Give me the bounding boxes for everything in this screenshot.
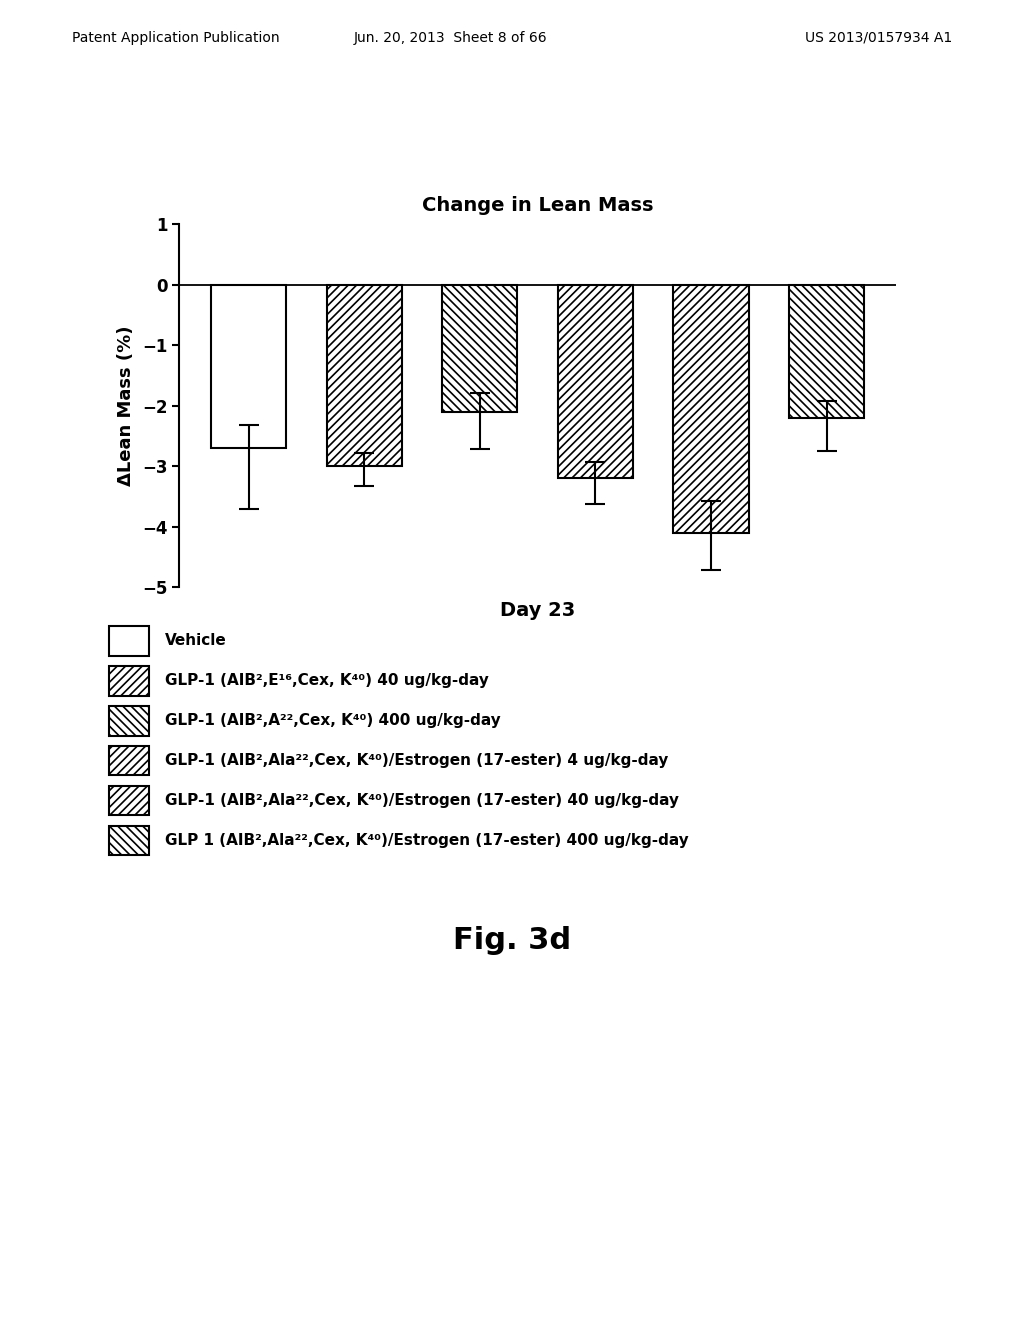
- Bar: [790, 285, 864, 418]
- Text: Vehicle: Vehicle: [166, 634, 227, 648]
- Bar: [110, 706, 150, 735]
- Text: GLP-1 (AIB²,Ala²²,Cex, K⁴⁰)/Estrogen (17-ester) 4 ug/kg-day: GLP-1 (AIB²,Ala²²,Cex, K⁴⁰)/Estrogen (17…: [166, 754, 669, 768]
- Bar: [327, 285, 401, 466]
- Text: GLP 1 (AIB²,Ala²²,Cex, K⁴⁰)/Estrogen (17-ester) 400 ug/kg-day: GLP 1 (AIB²,Ala²²,Cex, K⁴⁰)/Estrogen (17…: [166, 833, 689, 847]
- Bar: [110, 667, 150, 696]
- Text: GLP-1 (AIB²,A²²,Cex, K⁴⁰) 400 ug/kg-day: GLP-1 (AIB²,A²²,Cex, K⁴⁰) 400 ug/kg-day: [166, 713, 501, 729]
- Bar: [674, 285, 749, 533]
- Bar: [110, 746, 150, 775]
- Text: Fig. 3d: Fig. 3d: [453, 927, 571, 954]
- Text: GLP-1 (AIB²,E¹⁶,Cex, K⁴⁰) 40 ug/kg-day: GLP-1 (AIB²,E¹⁶,Cex, K⁴⁰) 40 ug/kg-day: [166, 673, 489, 689]
- Title: Change in Lean Mass: Change in Lean Mass: [422, 195, 653, 215]
- Bar: [110, 785, 150, 816]
- Bar: [110, 626, 150, 656]
- X-axis label: Day 23: Day 23: [500, 602, 575, 620]
- Y-axis label: ΔLean Mass (%): ΔLean Mass (%): [117, 326, 135, 486]
- Bar: [110, 826, 150, 855]
- Bar: [442, 285, 517, 412]
- Text: Patent Application Publication: Patent Application Publication: [72, 30, 280, 45]
- Text: GLP-1 (AIB²,Ala²²,Cex, K⁴⁰)/Estrogen (17-ester) 40 ug/kg-day: GLP-1 (AIB²,Ala²²,Cex, K⁴⁰)/Estrogen (17…: [166, 793, 679, 808]
- Bar: [558, 285, 633, 478]
- Bar: [211, 285, 286, 449]
- Text: US 2013/0157934 A1: US 2013/0157934 A1: [805, 30, 952, 45]
- Text: Jun. 20, 2013  Sheet 8 of 66: Jun. 20, 2013 Sheet 8 of 66: [353, 30, 548, 45]
